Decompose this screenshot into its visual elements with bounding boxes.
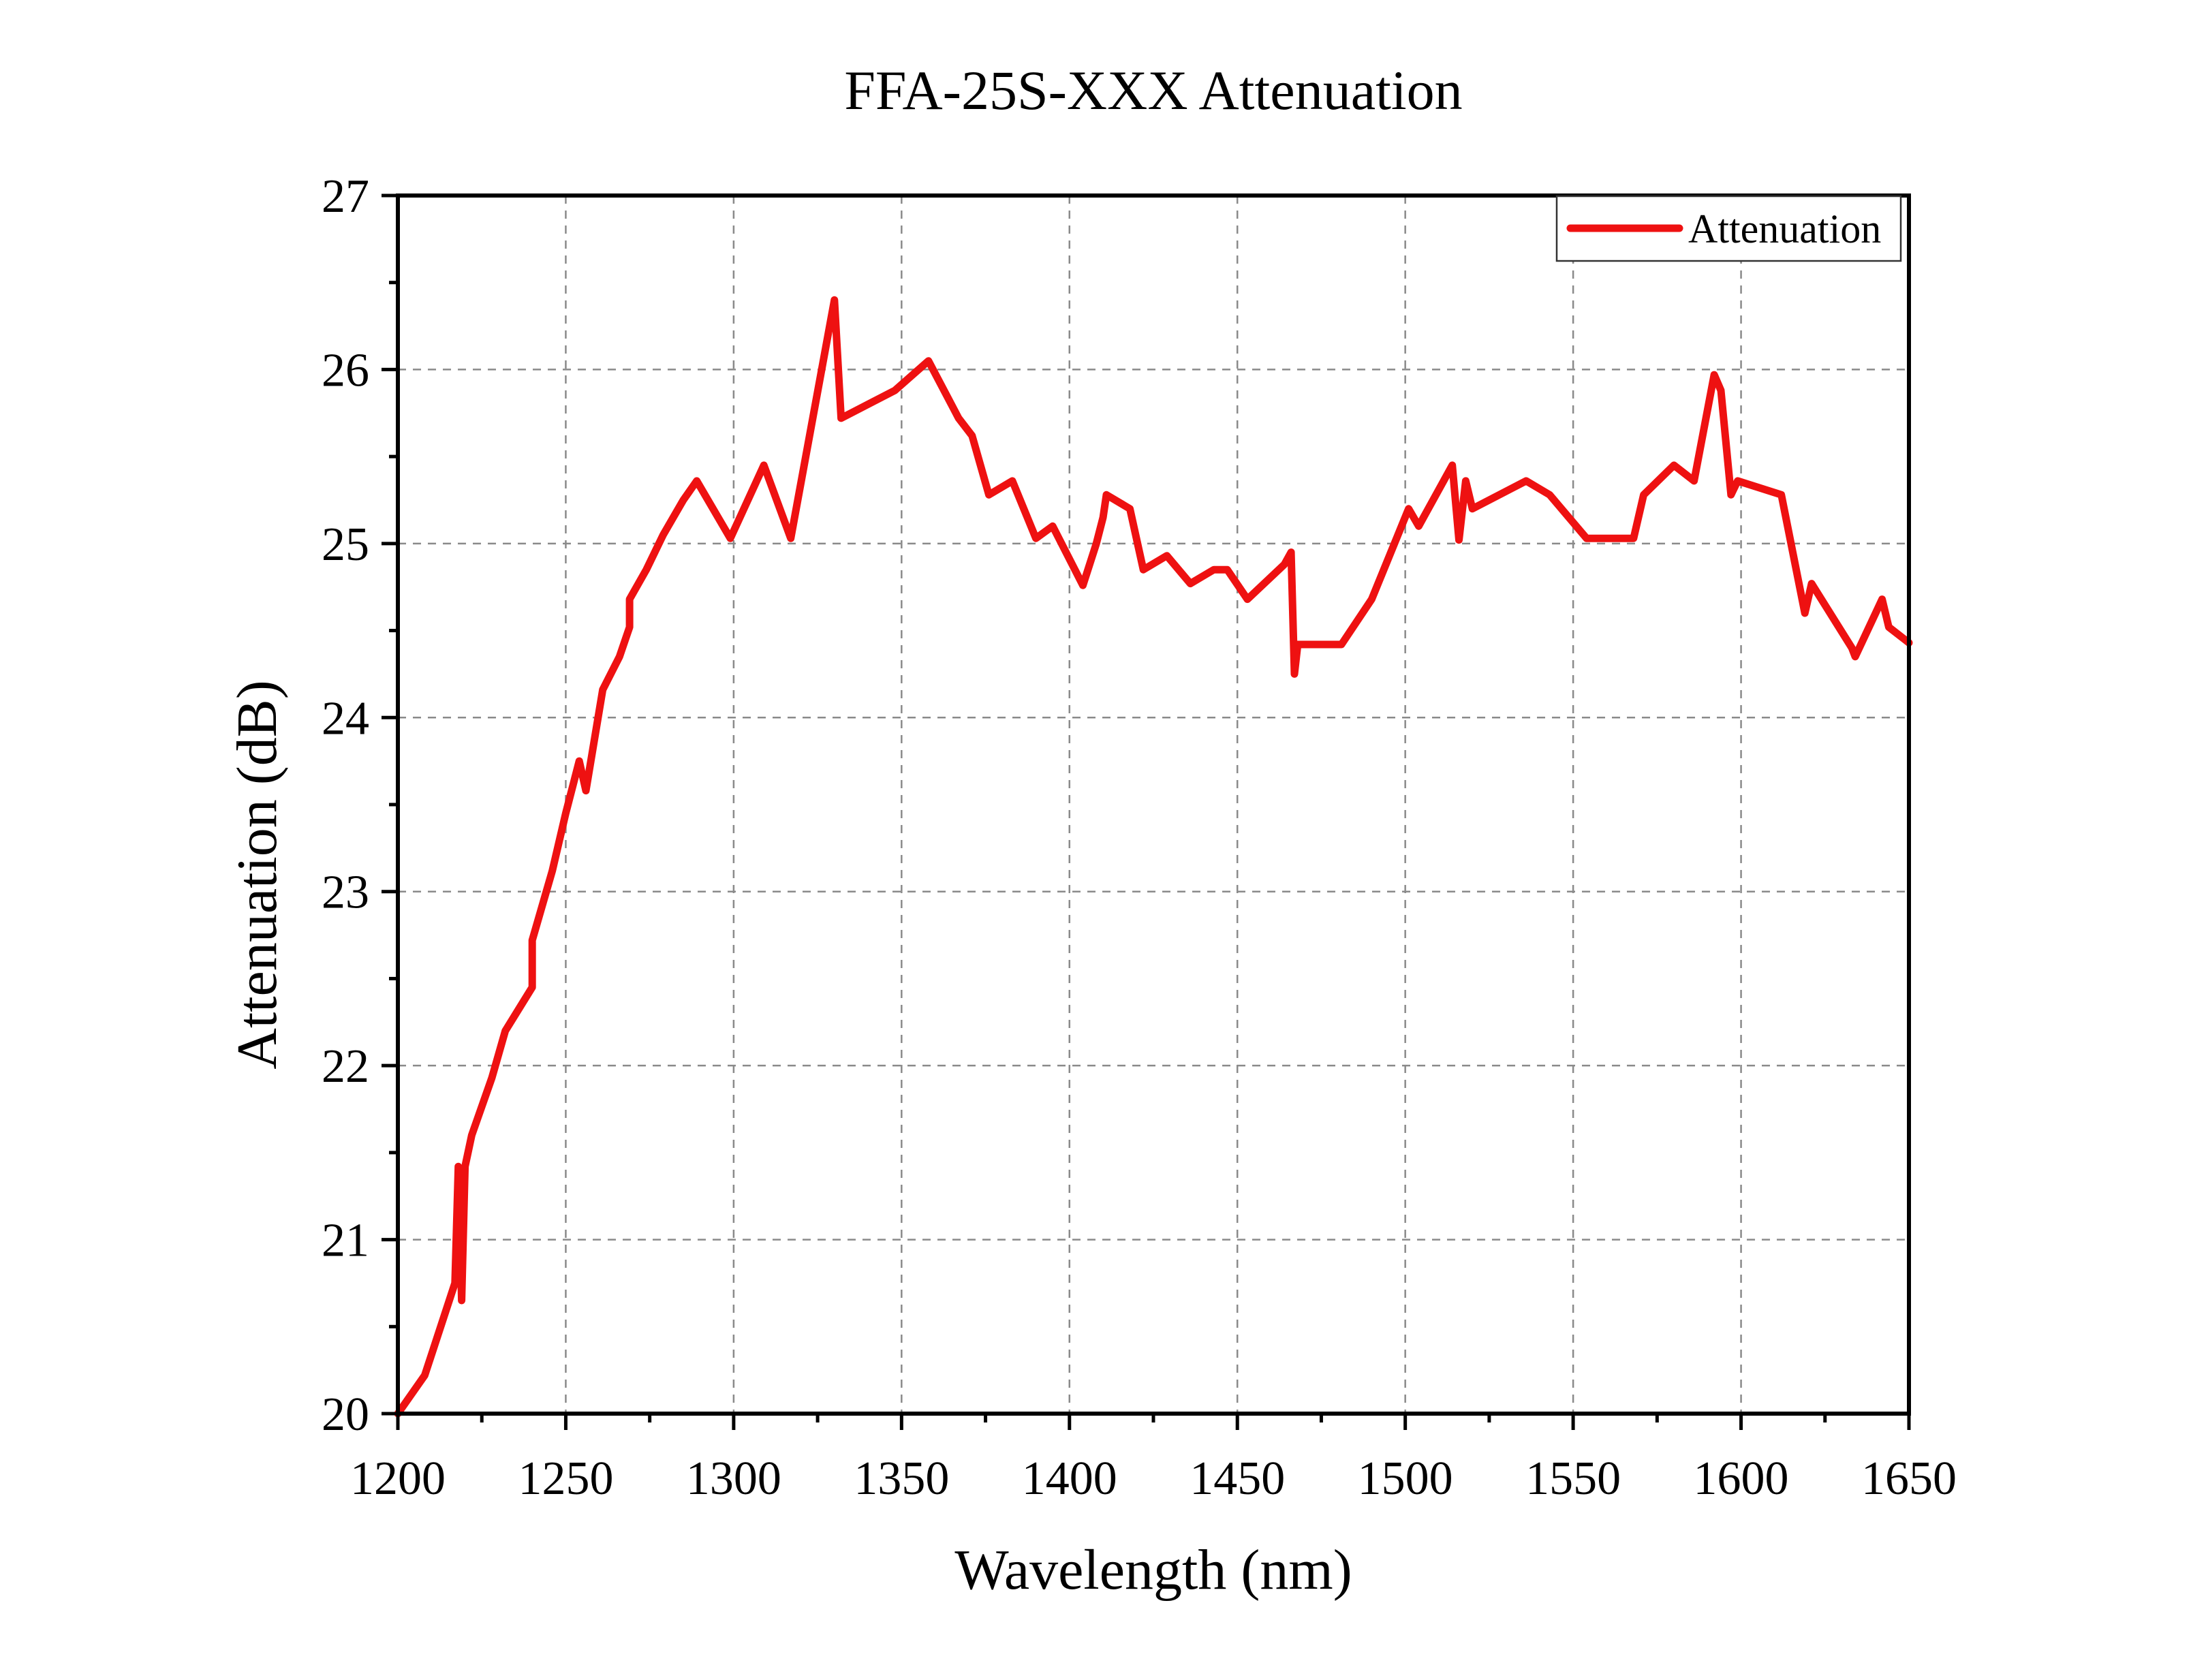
- y-tick-label: 26: [322, 344, 369, 396]
- x-tick-label: 1500: [1358, 1452, 1453, 1505]
- y-tick-label: 24: [322, 692, 369, 745]
- x-tick-label: 1550: [1525, 1452, 1621, 1505]
- legend: Attenuation: [1555, 195, 1902, 262]
- y-tick-label: 27: [322, 170, 369, 223]
- x-tick-label: 1400: [1022, 1452, 1117, 1505]
- y-tick-label: 20: [322, 1388, 369, 1441]
- legend-label-attenuation: Attenuation: [1688, 206, 1881, 251]
- y-tick-label: 21: [322, 1215, 369, 1267]
- x-tick-label: 1250: [518, 1452, 613, 1505]
- x-tick-label: 1650: [1861, 1452, 1957, 1505]
- x-axis-tick-labels: 1200 1250 1300 1350 1400 1450 1500 1550 1600 1650: [350, 1452, 1957, 1505]
- x-axis-title: Wavelength (nm): [954, 1538, 1352, 1602]
- y-tick-label: 22: [322, 1040, 369, 1093]
- x-tick-label: 1200: [350, 1452, 446, 1505]
- y-axis-title: Attenuation (dB): [226, 680, 289, 1070]
- plot-area-frame: [396, 193, 1911, 1416]
- series-line-attenuation: [394, 296, 1913, 1418]
- x-tick-label: 1300: [686, 1452, 781, 1505]
- axis-ticks: [382, 193, 1911, 1430]
- grid-lines: [398, 196, 1909, 1414]
- x-tick-label: 1450: [1190, 1452, 1285, 1505]
- y-tick-label: 23: [322, 867, 369, 919]
- y-axis-tick-labels: 20 21 22 23 24 25 26 27: [322, 170, 369, 1441]
- y-tick-label: 25: [322, 518, 369, 571]
- x-tick-label: 1350: [854, 1452, 949, 1505]
- x-tick-label: 1600: [1694, 1452, 1789, 1505]
- series-layer: [394, 296, 1913, 1418]
- chart-title: FFA-25S-XXX Attenuation: [844, 59, 1462, 121]
